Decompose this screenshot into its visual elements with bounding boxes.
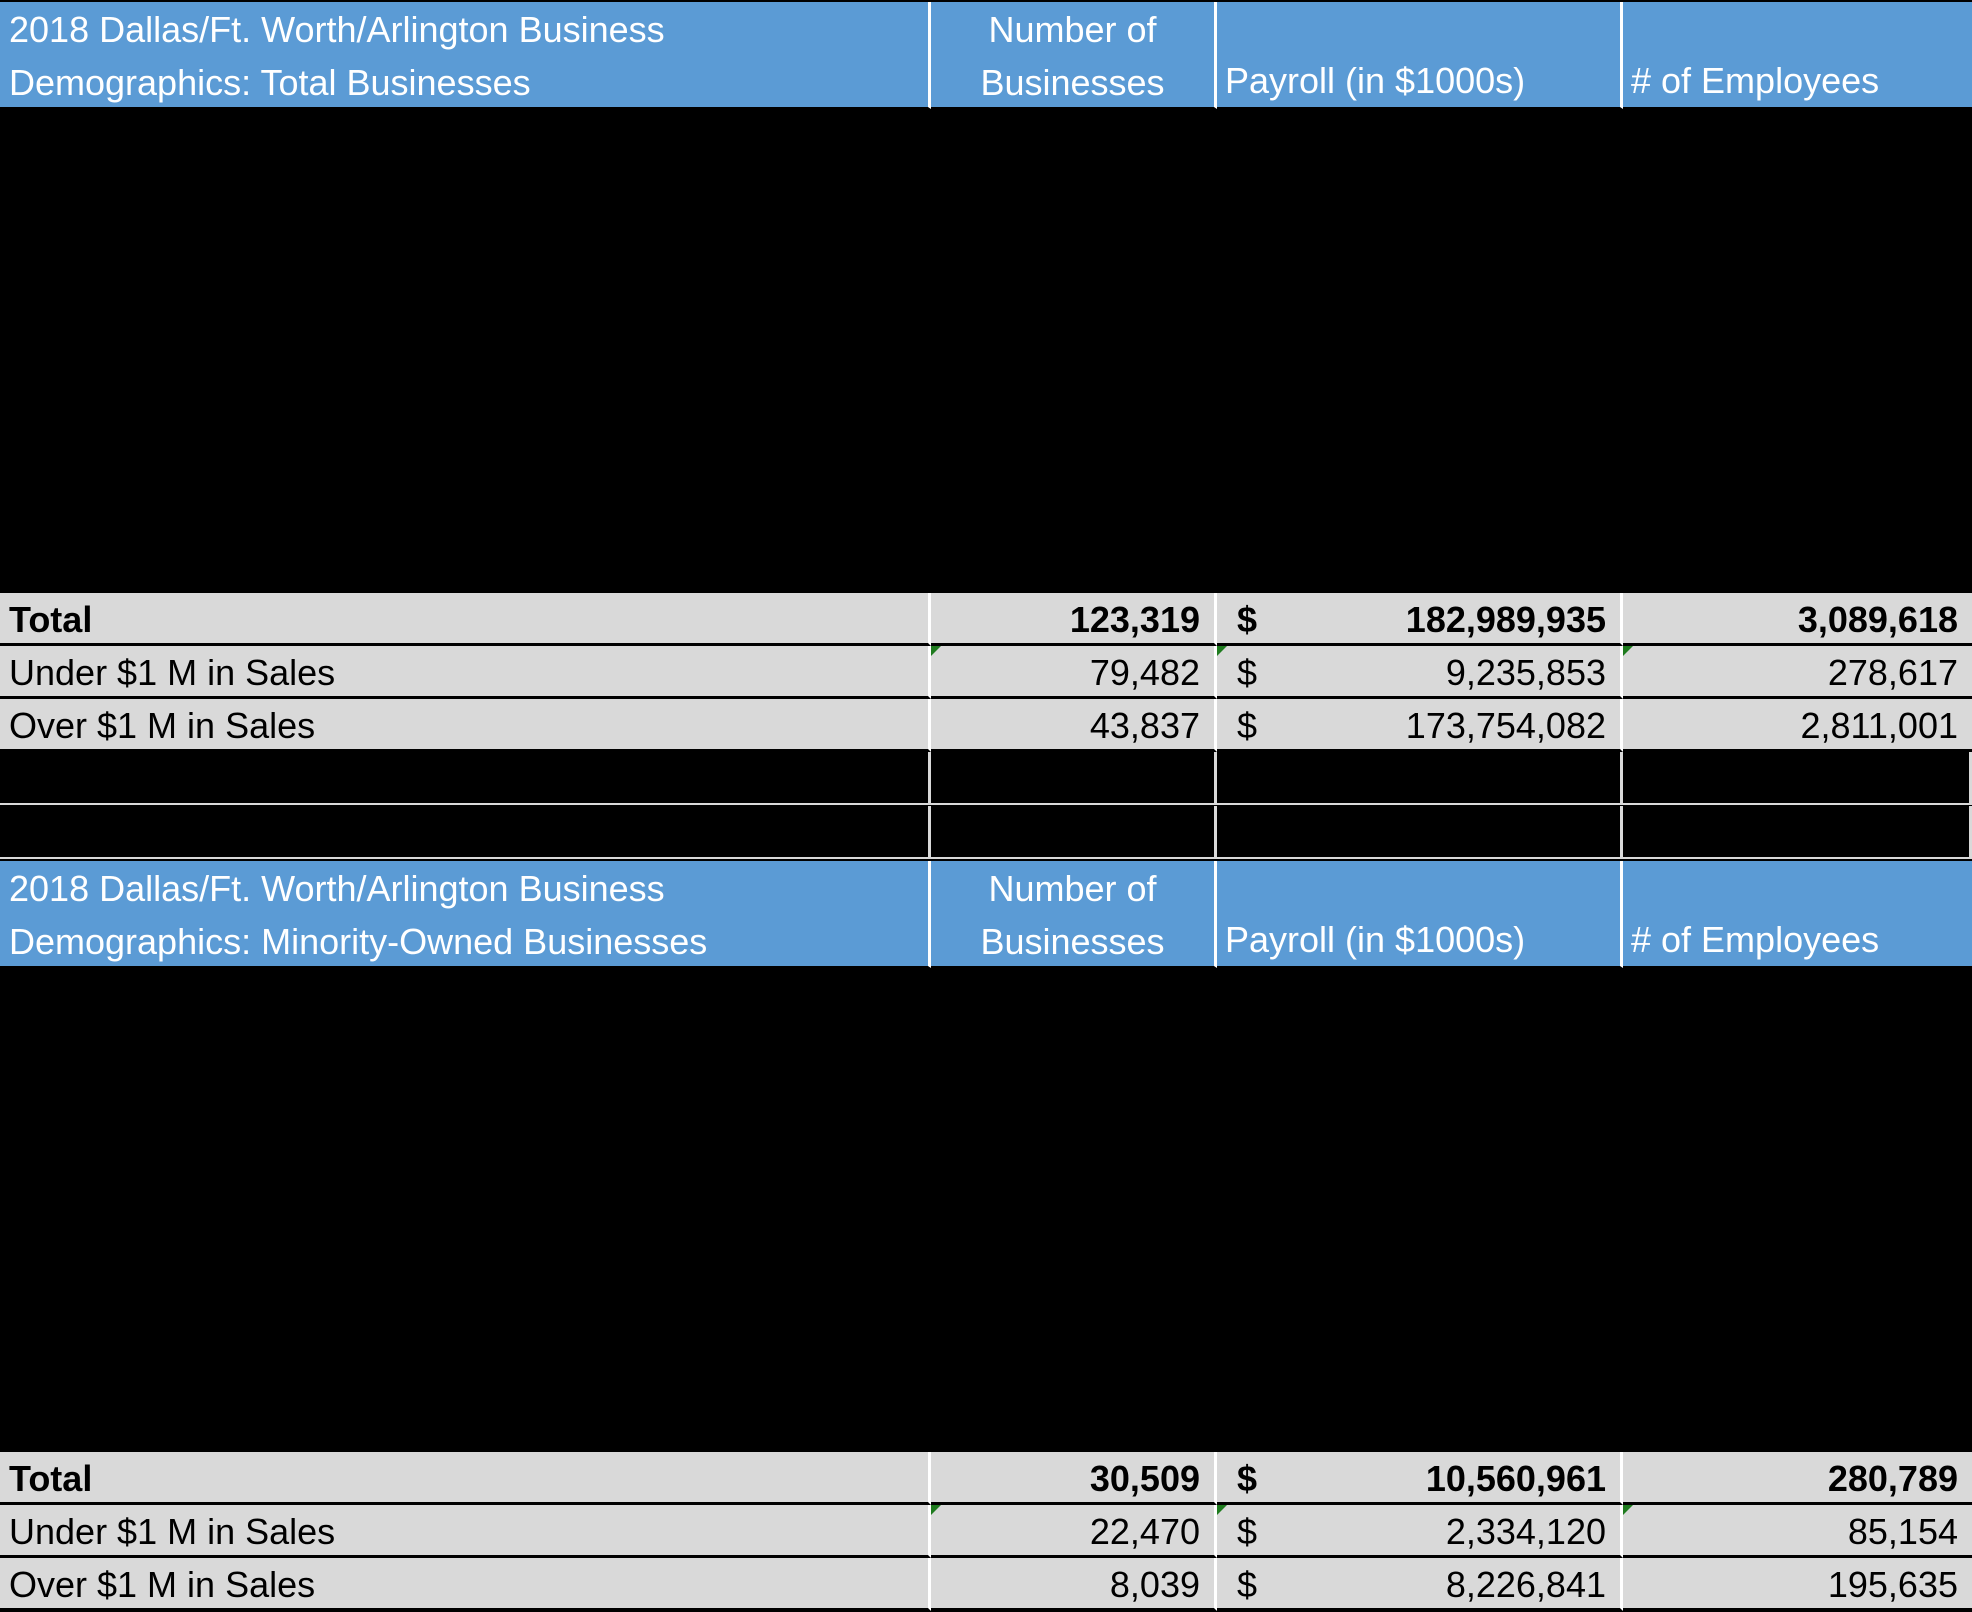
table1-header-row: 2018 Dallas/Ft. Worth/Arlington Business… (0, 2, 1972, 109)
table1-row-total-payroll[interactable]: $ 182,989,935 (1217, 593, 1623, 646)
empty-cell[interactable] (1623, 752, 1972, 805)
currency-symbol: $ (1237, 599, 1258, 640)
table2-row-under-1m-businesses[interactable]: 22,470 (931, 1505, 1217, 1558)
currency-symbol: $ (1237, 652, 1258, 693)
empty-cell[interactable] (1217, 806, 1623, 859)
payroll-value: 8,226,841 (1445, 1564, 1606, 1605)
table1-payroll-header[interactable]: Payroll (in $1000s) (1217, 2, 1623, 109)
table2-title-cell[interactable]: 2018 Dallas/Ft. Worth/Arlington Business… (0, 861, 931, 968)
table1-employees-header-text: # of Employees (1631, 60, 1880, 101)
table1-row-under-1m-employees[interactable]: 278,617 (1623, 646, 1972, 699)
table2-row-under-1m-employees[interactable]: 85,154 (1623, 1505, 1972, 1558)
table2-row-under-1m-label[interactable]: Under $1 M in Sales (0, 1505, 931, 1558)
table1-title-cell[interactable]: 2018 Dallas/Ft. Worth/Arlington Business… (0, 2, 931, 109)
payroll-value: 2,334,120 (1445, 1511, 1606, 1552)
table2-row-total-payroll[interactable]: $ 10,560,961 (1217, 1452, 1623, 1505)
table2-row-over-1m-payroll[interactable]: $ 8,226,841 (1217, 1558, 1623, 1611)
table2-row-under-1m: Under $1 M in Sales 22,470 $ 2,334,120 8… (0, 1505, 1972, 1558)
table2-row-total-businesses[interactable]: 30,509 (931, 1452, 1217, 1505)
table2-row-over-1m-employees[interactable]: 195,635 (1623, 1558, 1972, 1611)
payroll-value: 9,235,853 (1445, 652, 1606, 693)
empty-cell[interactable] (931, 752, 1217, 805)
table2-row-over-1m-label[interactable]: Over $1 M in Sales (0, 1558, 931, 1611)
table1-row-over-1m-payroll[interactable]: $ 173,754,082 (1217, 699, 1623, 752)
table2-businesses-header-line1: Number of (988, 868, 1157, 909)
currency-symbol: $ (1237, 1511, 1258, 1552)
table2-businesses-header-line2: Businesses (980, 921, 1165, 962)
table1-businesses-header[interactable]: Number of Businesses (931, 2, 1217, 109)
table1-businesses-header-line2: Businesses (980, 62, 1165, 103)
table2-payroll-header-text: Payroll (in $1000s) (1225, 919, 1526, 960)
table1-row-under-1m: Under $1 M in Sales 79,482 $ 9,235,853 2… (0, 646, 1972, 699)
table2-row-total: Total 30,509 $ 10,560,961 280,789 (0, 1452, 1972, 1505)
empty-row (0, 752, 1972, 805)
table2-employees-header[interactable]: # of Employees (1623, 861, 1972, 968)
table1-row-under-1m-label[interactable]: Under $1 M in Sales (0, 646, 931, 699)
table2-employees-header-text: # of Employees (1631, 919, 1880, 960)
table2-businesses-header[interactable]: Number of Businesses (931, 861, 1217, 968)
table1-row-under-1m-businesses[interactable]: 79,482 (931, 646, 1217, 699)
table1-title-line2: Demographics: Total Businesses (9, 62, 531, 103)
table1-row-total-label[interactable]: Total (0, 593, 931, 646)
table1-payroll-header-text: Payroll (in $1000s) (1225, 60, 1526, 101)
table2-row-under-1m-payroll[interactable]: $ 2,334,120 (1217, 1505, 1623, 1558)
table1-row-total-employees[interactable]: 3,089,618 (1623, 593, 1972, 646)
table2-row-over-1m-businesses[interactable]: 8,039 (931, 1558, 1217, 1611)
table2-row-total-employees[interactable]: 280,789 (1623, 1452, 1972, 1505)
currency-symbol: $ (1237, 705, 1258, 746)
table2-row-total-label[interactable]: Total (0, 1452, 931, 1505)
table1-businesses-header-line1: Number of (988, 9, 1157, 50)
empty-cell[interactable] (0, 806, 931, 859)
payroll-value: 173,754,082 (1405, 705, 1606, 746)
table2-header-row: 2018 Dallas/Ft. Worth/Arlington Business… (0, 861, 1972, 968)
table1-row-over-1m: Over $1 M in Sales 43,837 $ 173,754,082 … (0, 699, 1972, 752)
payroll-value: 10,560,961 (1425, 1458, 1606, 1499)
currency-symbol: $ (1237, 1564, 1258, 1605)
empty-cell[interactable] (0, 752, 931, 805)
table2-title-line2: Demographics: Minority-Owned Businesses (9, 921, 708, 962)
table1-title-line1: 2018 Dallas/Ft. Worth/Arlington Business (9, 9, 665, 50)
table1-employees-header[interactable]: # of Employees (1623, 2, 1972, 109)
table1-row-over-1m-label[interactable]: Over $1 M in Sales (0, 699, 931, 752)
table1-row-total-businesses[interactable]: 123,319 (931, 593, 1217, 646)
table2-payroll-header[interactable]: Payroll (in $1000s) (1217, 861, 1623, 968)
table1-row-over-1m-employees[interactable]: 2,811,001 (1623, 699, 1972, 752)
empty-cell[interactable] (1217, 752, 1623, 805)
empty-cell[interactable] (1623, 806, 1972, 859)
table2-row-over-1m: Over $1 M in Sales 8,039 $ 8,226,841 195… (0, 1558, 1972, 1611)
table2-title-line1: 2018 Dallas/Ft. Worth/Arlington Business (9, 868, 665, 909)
table1-row-under-1m-payroll[interactable]: $ 9,235,853 (1217, 646, 1623, 699)
empty-cell[interactable] (931, 806, 1217, 859)
table1-row-total: Total 123,319 $ 182,989,935 3,089,618 (0, 593, 1972, 646)
currency-symbol: $ (1237, 1458, 1258, 1499)
table1-row-over-1m-businesses[interactable]: 43,837 (931, 699, 1217, 752)
payroll-value: 182,989,935 (1405, 599, 1606, 640)
empty-row (0, 806, 1972, 859)
